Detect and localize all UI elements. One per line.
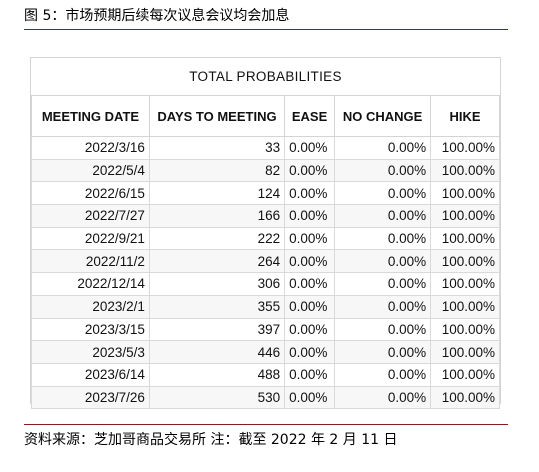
ease-cell: 0.00% [284,362,336,387]
days-to-meeting-cell: 222 [148,226,286,251]
ease-cell: 0.00% [284,294,336,319]
no-change-cell: 0.00% [334,385,432,410]
hike-cell: 100.00% [430,317,500,342]
ease-cell: 0.00% [284,340,336,364]
ease-cell: 0.00% [284,272,336,296]
table-row: 2023/2/1 355 0.00% 0.00% 100.00% [31,294,500,319]
column-header-ease: EASE [284,96,336,137]
days-to-meeting-cell: 264 [148,249,286,274]
table-row: 2023/5/3 446 0.00% 0.00% 100.00% [31,340,500,364]
table-body: 2022/3/16 33 0.00% 0.00% 100.00% 2022/5/4 82 0.… [31,136,500,410]
column-header-row: MEETING DATE DAYS TO MEETING EASE NO CHA… [31,96,500,137]
table-row: 2023/6/14 488 0.00% 0.00% 100.00% [31,362,500,387]
column-header-meeting-date: MEETING DATE [31,96,150,137]
days-to-meeting-cell: 306 [148,272,286,296]
meeting-date-cell: 2022/3/16 [31,136,150,160]
meeting-date-cell: 2023/6/14 [31,362,150,387]
days-to-meeting-cell: 488 [148,362,286,387]
column-header-days-to-meeting: DAYS TO MEETING [148,96,286,137]
hike-cell: 100.00% [430,272,500,296]
table-row: 2022/5/4 82 0.00% 0.00% 100.00% [31,158,500,183]
meeting-date-cell: 2022/9/21 [31,226,150,251]
no-change-cell: 0.00% [334,158,432,183]
table-row: 2023/7/26 530 0.00% 0.00% 100.00% [31,385,500,410]
meeting-date-cell: 2022/5/4 [31,158,150,183]
probabilities-table-panel: TOTAL PROBABILITIES MEETING DATE DAYS TO… [30,57,501,410]
hike-cell: 100.00% [430,226,500,251]
hike-cell: 100.00% [430,294,500,319]
no-change-cell: 0.00% [334,181,432,206]
figure-title: 图 5：市场预期后续每次议息会议均会加息 [24,6,508,30]
no-change-cell: 0.00% [334,204,432,228]
hike-cell: 100.00% [430,158,500,183]
table-row: 2022/11/2 264 0.00% 0.00% 100.00% [31,249,500,274]
no-change-cell: 0.00% [334,317,432,342]
hike-cell: 100.00% [430,249,500,274]
ease-cell: 0.00% [284,158,336,183]
meeting-date-cell: 2022/6/15 [31,181,150,206]
table-header: TOTAL PROBABILITIES [31,58,500,96]
table-row: 2022/3/16 33 0.00% 0.00% 100.00% [31,136,500,160]
meeting-date-cell: 2023/2/1 [31,294,150,319]
meeting-date-cell: 2023/3/15 [31,317,150,342]
hike-cell: 100.00% [430,181,500,206]
ease-cell: 0.00% [284,249,336,274]
ease-cell: 0.00% [284,181,336,206]
meeting-date-cell: 2023/7/26 [31,385,150,410]
days-to-meeting-cell: 446 [148,340,286,364]
table-row: 2022/12/14 306 0.00% 0.00% 100.00% [31,272,500,296]
days-to-meeting-cell: 82 [148,158,286,183]
hike-cell: 100.00% [430,204,500,228]
source-note: 资料来源：芝加哥商品交易所 注：截至 2022 年 2 月 11 日 [24,424,508,449]
days-to-meeting-cell: 124 [148,181,286,206]
no-change-cell: 0.00% [334,226,432,251]
no-change-cell: 0.00% [334,272,432,296]
meeting-date-cell: 2022/7/27 [31,204,150,228]
no-change-cell: 0.00% [334,294,432,319]
table-row: 2022/6/15 124 0.00% 0.00% 100.00% [31,181,500,206]
ease-cell: 0.00% [284,226,336,251]
probabilities-table: MEETING DATE DAYS TO MEETING EASE NO CHA… [31,96,500,410]
ease-cell: 0.00% [284,204,336,228]
no-change-cell: 0.00% [334,340,432,364]
hike-cell: 100.00% [430,340,500,364]
days-to-meeting-cell: 166 [148,204,286,228]
ease-cell: 0.00% [284,385,336,410]
meeting-date-cell: 2023/5/3 [31,340,150,364]
ease-cell: 0.00% [284,317,336,342]
days-to-meeting-cell: 530 [148,385,286,410]
column-header-no-change: NO CHANGE [334,96,432,137]
meeting-date-cell: 2022/11/2 [31,249,150,274]
hike-cell: 100.00% [430,136,500,160]
table-row: 2023/3/15 397 0.00% 0.00% 100.00% [31,317,500,342]
no-change-cell: 0.00% [334,362,432,387]
table-row: 2022/7/27 166 0.00% 0.00% 100.00% [31,204,500,228]
no-change-cell: 0.00% [334,249,432,274]
ease-cell: 0.00% [284,136,336,160]
hike-cell: 100.00% [430,362,500,387]
days-to-meeting-cell: 397 [148,317,286,342]
meeting-date-cell: 2022/12/14 [31,272,150,296]
days-to-meeting-cell: 33 [148,136,286,160]
no-change-cell: 0.00% [334,136,432,160]
table-row: 2022/9/21 222 0.00% 0.00% 100.00% [31,226,500,251]
days-to-meeting-cell: 355 [148,294,286,319]
column-header-hike: HIKE [430,96,500,137]
hike-cell: 100.00% [430,385,500,410]
